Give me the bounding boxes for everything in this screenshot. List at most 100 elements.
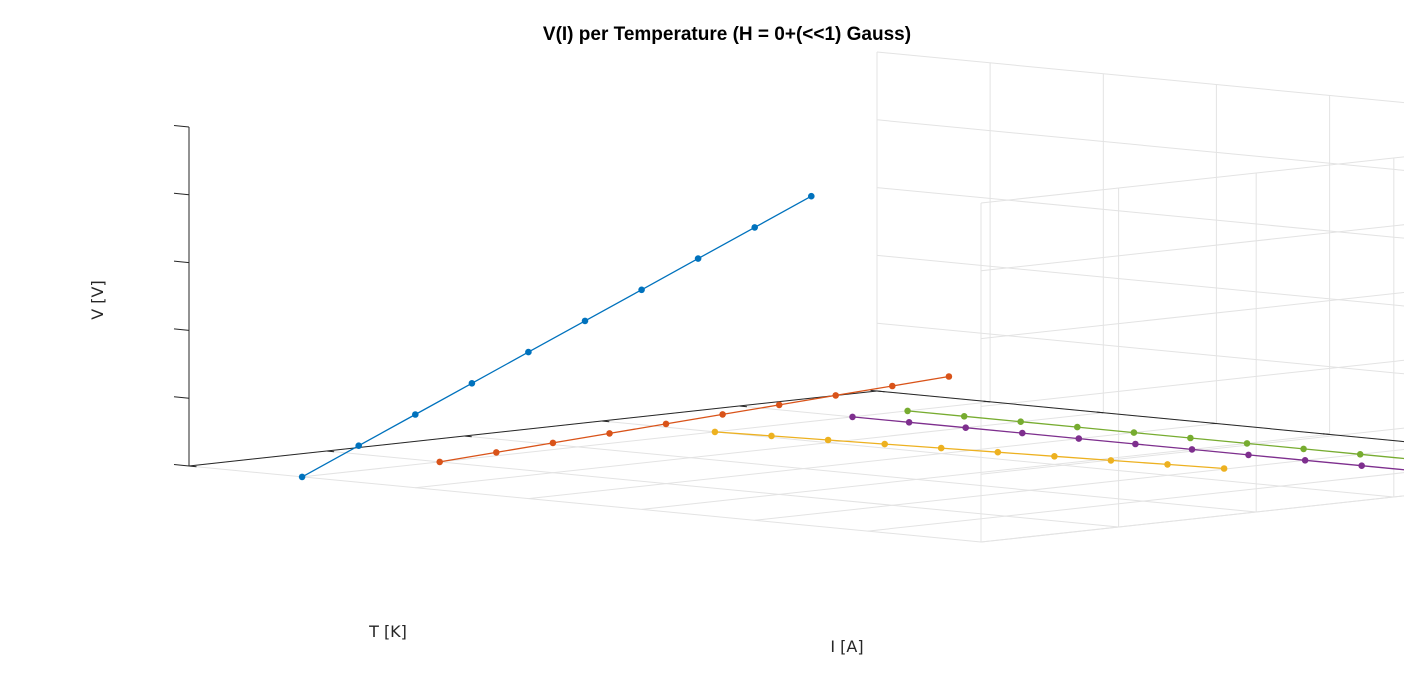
y-tick-mark xyxy=(739,405,747,408)
data-point xyxy=(1051,453,1058,460)
data-point xyxy=(1074,423,1081,431)
series-line xyxy=(852,416,1404,471)
data-point xyxy=(1188,446,1196,453)
data-point xyxy=(694,255,702,262)
y-axis-line xyxy=(188,390,878,467)
data-point xyxy=(581,317,589,325)
data-point xyxy=(1132,440,1139,448)
data-point xyxy=(662,420,670,428)
grid xyxy=(188,51,1404,543)
grid-line-back-z xyxy=(876,119,1404,171)
data-point xyxy=(493,449,500,456)
x-tick-mark xyxy=(1096,411,1104,414)
data-point xyxy=(606,430,613,437)
data-point xyxy=(1017,418,1024,426)
data-point xyxy=(525,348,532,356)
series-line xyxy=(907,410,1404,460)
grid-line-side-z xyxy=(980,224,1404,272)
data-point xyxy=(711,428,719,436)
grid-line-floor-y xyxy=(188,465,982,543)
data-point xyxy=(832,392,839,399)
data-point xyxy=(1130,429,1138,436)
data-point xyxy=(638,286,645,294)
z-tick-mark xyxy=(173,260,190,264)
grid-line-floor-y xyxy=(464,435,1257,513)
x-tick-mark xyxy=(1323,433,1330,435)
data-point xyxy=(768,432,775,440)
data-point xyxy=(751,224,758,231)
data-point xyxy=(945,373,953,380)
data-point xyxy=(355,442,363,450)
data-point xyxy=(994,448,1002,456)
y-tick-mark xyxy=(188,465,197,468)
y-tick-mark xyxy=(876,390,885,393)
data-point xyxy=(824,436,832,444)
data-point xyxy=(937,444,945,452)
y-tick-mark xyxy=(464,435,472,438)
grid-line-floor-x xyxy=(754,449,1404,521)
data-point xyxy=(1075,435,1083,442)
grid-line-side-z xyxy=(980,427,1404,475)
x-axis-line xyxy=(876,390,1404,443)
data-point xyxy=(1300,445,1307,453)
series-115k xyxy=(711,428,1228,472)
x-tick-mark xyxy=(983,400,991,403)
data-point xyxy=(1107,457,1115,464)
series-line xyxy=(301,195,812,478)
data-point xyxy=(1358,462,1365,470)
grid-line-floor-x xyxy=(528,423,1217,500)
series-110k xyxy=(849,413,1404,471)
data-point xyxy=(1243,440,1251,447)
x-tick-mark xyxy=(870,389,878,392)
data-point xyxy=(412,411,419,418)
data-point xyxy=(1187,434,1194,442)
data-point xyxy=(889,382,896,390)
grid-line-back-z xyxy=(876,187,1404,239)
data-point xyxy=(1301,457,1309,464)
grid-line-back-z xyxy=(876,322,1404,375)
grid-line-back-z xyxy=(876,51,1404,104)
grid-line-floor-x xyxy=(302,401,991,478)
series-108k xyxy=(904,407,1404,460)
series-130k xyxy=(298,192,815,481)
z-tick-mark xyxy=(173,464,190,467)
grid-line-back-z xyxy=(876,254,1404,307)
y-axis-label: T [K] xyxy=(368,622,407,641)
series-line xyxy=(439,375,950,463)
x-axis-label: I [A] xyxy=(830,637,863,656)
z-tick-mark xyxy=(173,192,190,196)
z-tick-mark xyxy=(173,328,190,331)
grid-line-side-z xyxy=(980,495,1404,543)
y-tick-mark xyxy=(326,450,335,453)
data-point xyxy=(1220,465,1228,472)
grid-line-side-z xyxy=(980,291,1404,340)
z-tick-mark xyxy=(173,396,190,399)
axes xyxy=(173,125,1404,468)
data-point xyxy=(1164,461,1171,468)
data-point xyxy=(1245,451,1252,459)
grid-line-floor-y xyxy=(326,450,1119,528)
data-point xyxy=(904,407,911,415)
grid-line-floor-x xyxy=(867,472,1404,532)
data-point xyxy=(549,439,557,447)
z-tick-mark xyxy=(173,125,190,128)
data-point xyxy=(436,458,444,466)
grid-line-floor-x xyxy=(980,495,1404,543)
data-series xyxy=(298,192,1404,481)
data-point xyxy=(719,411,726,418)
grid-line-floor-x xyxy=(415,412,1104,489)
z-axis-label: V [V] xyxy=(88,280,107,319)
grid-line-side-z xyxy=(980,359,1404,407)
data-point xyxy=(468,380,476,387)
chart-title: V(I) per Temperature (H = 0+(<<1) Gauss) xyxy=(543,24,911,45)
data-point xyxy=(298,473,306,481)
grid-line-floor-x xyxy=(641,433,1330,510)
data-point xyxy=(881,440,888,448)
series-line xyxy=(714,431,1225,470)
data-point xyxy=(775,401,783,409)
data-point xyxy=(808,192,815,200)
data-point xyxy=(960,413,968,420)
grid-line-side-z xyxy=(980,156,1404,204)
x-tick-mark xyxy=(1209,422,1217,425)
